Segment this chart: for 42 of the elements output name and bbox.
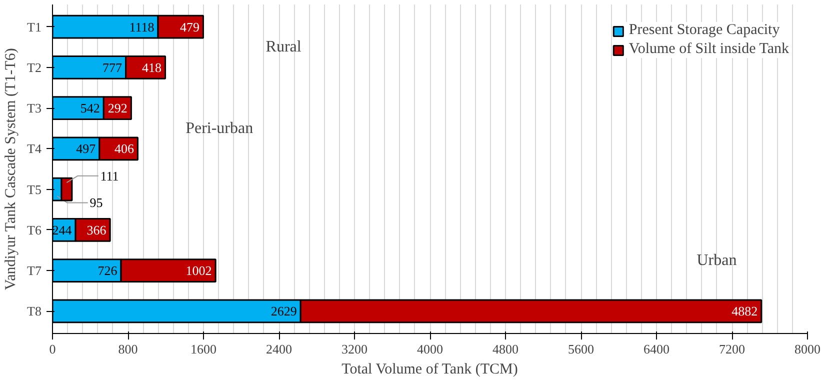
x-tick-label: 4800	[492, 342, 518, 356]
x-axis-title: Total Volume of Tank (TCM)	[342, 362, 518, 378]
data-label: 1002	[186, 263, 212, 278]
data-label: 418	[142, 60, 162, 75]
y-tick-label: T4	[27, 141, 42, 156]
data-label: 2629	[270, 304, 297, 319]
x-tick-label: 800	[118, 342, 138, 356]
legend-label: Volume of Silt inside Tank	[628, 41, 789, 58]
annotation: Rural	[266, 38, 302, 56]
x-tick-label: 5600	[568, 342, 594, 356]
x-tick-label: 7200	[719, 342, 745, 356]
x-tick-label: 4000	[417, 342, 443, 356]
x-tick-label: 3200	[342, 342, 368, 356]
data-label: 1118	[129, 19, 154, 34]
y-tick-label: T2	[27, 60, 42, 75]
y-tick-label: T7	[27, 263, 42, 278]
annotation: Urban	[696, 252, 737, 269]
data-label: 244	[52, 222, 72, 238]
data-label: 406	[114, 141, 134, 156]
x-tick-label: 2400	[266, 342, 292, 356]
x-tick-label: 1600	[190, 342, 216, 356]
y-tick-label: T3	[27, 100, 42, 116]
data-label: 111	[100, 168, 119, 184]
x-tick-label: 8000	[794, 342, 820, 356]
data-label: 542	[80, 100, 100, 116]
legend-label: Present Storage Capacity	[628, 22, 780, 39]
data-label: 479	[180, 19, 200, 34]
data-label: 366	[86, 222, 107, 238]
data-label: 726	[98, 263, 118, 278]
x-tick-label: 6400	[644, 342, 670, 356]
y-tick-label: T6	[27, 222, 42, 238]
annotation: Peri-urban	[186, 120, 254, 137]
data-label: 497	[76, 141, 96, 156]
x-tick-label: 0	[49, 342, 56, 356]
data-label: 4882	[732, 304, 758, 319]
data-label: 95	[90, 195, 103, 210]
y-tick-label: T5	[27, 182, 42, 197]
data-label: 777	[102, 60, 123, 75]
y-tick-label: T8	[27, 304, 42, 319]
y-axis-title: Vandiyur Tank Cascade System (T1-T6)	[3, 48, 20, 290]
y-tick-label: T1	[27, 19, 42, 34]
data-label: 292	[108, 100, 128, 116]
